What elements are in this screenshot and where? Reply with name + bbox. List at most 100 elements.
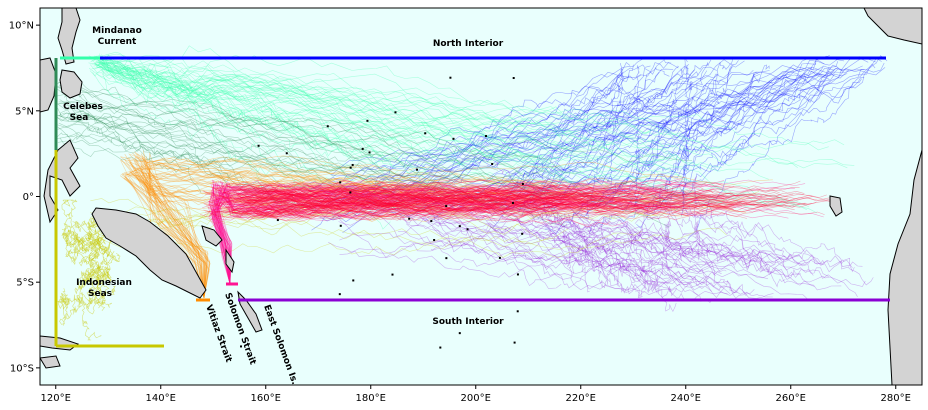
trajectory-line (98, 56, 744, 149)
trajectory-line (91, 45, 723, 168)
trajectory-line (129, 171, 563, 299)
trajectory-line (327, 70, 770, 204)
trajectory-line (214, 184, 509, 203)
trajectory-line (356, 78, 625, 202)
trajectory-line (222, 189, 669, 214)
trajectory-line (344, 71, 642, 202)
trajectory-line (96, 64, 674, 157)
trajectory-line (203, 181, 682, 206)
trajectory-line (231, 188, 794, 211)
trajectory-line (237, 181, 535, 202)
trajectory-line (212, 180, 730, 285)
trajectory-line (208, 181, 460, 285)
trajectory-line (61, 199, 78, 231)
trajectory-line (232, 196, 650, 214)
trajectory-line (90, 58, 398, 197)
island (433, 239, 436, 242)
island (416, 168, 419, 171)
trajectory-line (210, 179, 806, 285)
trajectory-line (204, 197, 583, 220)
trajectory-line (139, 171, 690, 299)
island (439, 346, 442, 349)
trajectory-line (258, 192, 770, 210)
island (458, 332, 461, 335)
trajectory-line (94, 65, 680, 167)
trajectory-line (208, 186, 813, 204)
trajectory-line (213, 185, 668, 285)
trajectory-line (258, 194, 762, 221)
trajectory-line (222, 192, 832, 209)
trajectory-line (413, 58, 869, 213)
trajectory-line (212, 181, 656, 285)
trajectory-line (55, 86, 232, 178)
trajectory-line (221, 187, 805, 214)
trajectory-line (93, 55, 848, 169)
trajectory-line (417, 59, 672, 189)
trajectory-line (562, 235, 618, 289)
trajectory-line (433, 66, 824, 220)
trajectory-line (119, 175, 470, 299)
island (521, 182, 524, 185)
trajectory-line (645, 56, 688, 168)
trajectory-line (92, 60, 510, 159)
trajectory-line (646, 212, 829, 278)
trajectory-line (633, 65, 839, 207)
trajectory-line (435, 203, 774, 299)
x-tick-label: 160°E (251, 393, 281, 404)
galapagos-land (829, 195, 843, 217)
trajectory-line (56, 80, 568, 196)
trajectory-line (406, 223, 755, 295)
trajectory-line (202, 190, 569, 212)
trajectory-line (249, 190, 652, 212)
trajectory-line (86, 294, 106, 311)
trajectory-line (238, 193, 593, 214)
trajectory-line (145, 156, 535, 299)
trajectory-line (65, 236, 90, 258)
trajectory-line (213, 193, 689, 285)
trajectory-line (244, 185, 558, 216)
trajectory-line (242, 184, 594, 208)
trajectory-line (601, 61, 709, 198)
trajectory-line (102, 68, 333, 150)
trajectory-line (216, 183, 377, 285)
trajectory-line (328, 180, 786, 260)
trajectory-line (486, 160, 636, 293)
trajectory-line (95, 55, 413, 150)
trajectory-line (211, 186, 606, 285)
island (326, 125, 329, 128)
y-tick-label: 0° (23, 192, 34, 203)
trajectory-line (214, 193, 628, 285)
trajectory-line (227, 191, 733, 208)
trajectory-line (208, 181, 442, 285)
trajectory-line (95, 59, 807, 210)
trajectory-line (134, 156, 445, 299)
island (516, 310, 519, 313)
trajectory-line (96, 73, 565, 185)
trajectory-line (68, 229, 96, 246)
trajectory-line (94, 63, 577, 187)
trajectory-line (88, 55, 611, 164)
trajectory-line (660, 58, 734, 185)
trajectory-line (89, 70, 334, 219)
trajectory-line (207, 198, 584, 221)
trajectory-line (251, 191, 795, 217)
trajectory-line (213, 186, 398, 285)
trajectory-line (89, 252, 121, 275)
trajectory-line (65, 295, 85, 313)
trajectory-line (239, 186, 735, 219)
trajectory-line (512, 206, 671, 271)
trajectory-line (212, 184, 602, 285)
trajectory-line (215, 187, 628, 285)
trajectory-line (319, 69, 754, 222)
trajectory-line (214, 182, 462, 285)
trajectory-line (422, 214, 607, 289)
mindanao-land (59, 69, 83, 99)
trajectory-line (61, 200, 73, 238)
philippines-land (57, 8, 81, 65)
trajectory-line (218, 177, 650, 285)
trajectory-line (97, 65, 445, 197)
trajectory-line (100, 57, 769, 180)
trajectory-line (214, 180, 357, 285)
island (351, 163, 354, 166)
trajectory-line (540, 209, 590, 293)
